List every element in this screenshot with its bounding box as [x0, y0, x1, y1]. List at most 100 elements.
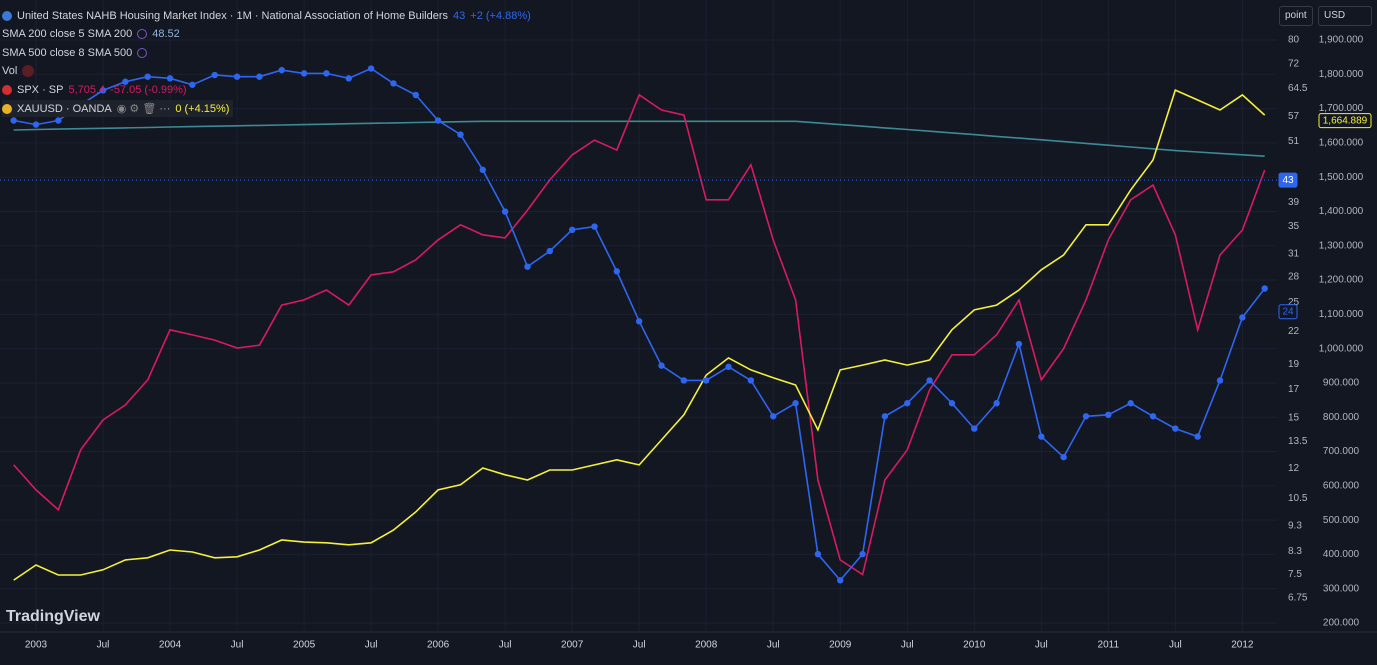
point-marker — [971, 425, 978, 432]
x-tick-label: Jul — [1169, 640, 1182, 651]
point-marker — [1194, 433, 1201, 440]
x-tick-label: Jul — [365, 640, 378, 651]
legend-tools[interactable]: ◉ ⚙ 🗑 ⋯ — [116, 103, 171, 115]
point-marker — [1149, 413, 1157, 420]
x-tick-label: Jul — [499, 640, 512, 651]
point-marker — [770, 413, 777, 420]
y2-tick-label: 1,600.000 — [1319, 138, 1364, 149]
icon — [2, 84, 12, 95]
point-marker — [434, 117, 442, 124]
legend-spx: SPX · SP 5,705.4 -57.05 (-0.99%) — [2, 81, 187, 98]
series-line — [13, 120, 1265, 157]
y-tick-label: 10.5 — [1288, 493, 1308, 504]
y2-tick-label: 1,900.000 — [1319, 35, 1364, 46]
icon — [137, 47, 148, 58]
y2-tick-label: 300.000 — [1323, 583, 1360, 594]
y2-tick-label: 700.000 — [1323, 446, 1360, 457]
y-tick-label: 64.5 — [1288, 83, 1308, 94]
price-tag-label: 1,664.889 — [1323, 115, 1368, 126]
point-marker — [10, 117, 17, 124]
icon — [2, 103, 12, 114]
y2-tick-label: 900.000 — [1323, 378, 1360, 389]
y-tick-label: 6.75 — [1288, 593, 1308, 604]
x-tick-label: 2005 — [293, 640, 316, 651]
x-tick-label: 2004 — [159, 640, 182, 651]
point-marker — [1082, 413, 1090, 420]
x-tick-label: Jul — [231, 640, 244, 651]
y-tick-label: 25 — [1288, 297, 1300, 308]
point-marker — [881, 413, 889, 420]
legend-label: SMA 200 close 5 SMA 200 — [2, 27, 133, 40]
y-tick-label: 13.5 — [1288, 436, 1308, 447]
point-marker — [546, 247, 554, 255]
point-marker — [1015, 340, 1023, 348]
y2-tick-label: 600.000 — [1323, 480, 1360, 491]
currency-button[interactable]: USD — [1318, 6, 1372, 26]
y2-tick-label: 1,200.000 — [1319, 275, 1364, 286]
y2-tick-label: 1,700.000 — [1319, 103, 1364, 114]
legend-xau: XAUUSD · OANDA ◉ ⚙ 🗑 ⋯ 0 (+4.15%) — [2, 100, 234, 117]
y-tick-label: 39 — [1288, 197, 1300, 208]
x-tick-label: Jul — [1035, 640, 1048, 651]
y-tick-label: 28 — [1288, 272, 1300, 283]
point-marker — [211, 71, 218, 79]
point-marker — [144, 73, 151, 80]
point-marker — [1038, 433, 1045, 440]
point-marker — [635, 318, 643, 325]
point-marker — [613, 268, 621, 275]
point-marker — [1105, 411, 1112, 419]
y-tick-label: 22 — [1288, 326, 1300, 337]
point-marker — [367, 65, 375, 72]
point-marker — [99, 87, 107, 94]
point-marker — [993, 400, 1000, 407]
y-tick-label: 9.3 — [1288, 520, 1302, 531]
y-tick-label: 17 — [1288, 384, 1300, 395]
price-tag-label: 43 — [1282, 175, 1294, 186]
x-tick-label: 2012 — [1231, 640, 1254, 651]
point-marker — [725, 363, 732, 371]
point-marker — [300, 70, 308, 77]
brand: TradingView — [6, 608, 100, 625]
series-line — [13, 89, 1266, 581]
y2-tick-label: 1,300.000 — [1319, 240, 1364, 251]
point-marker — [412, 91, 419, 99]
y2-tick-label: 1,500.000 — [1319, 172, 1364, 183]
x-tick-label: 2008 — [695, 640, 718, 651]
legend-label: Vol — [2, 64, 18, 77]
x-tick-label: 2011 — [1098, 640, 1120, 651]
point-marker — [479, 166, 486, 174]
point-marker — [1060, 453, 1067, 461]
point-marker — [345, 75, 352, 82]
x-tick-label: Jul — [901, 640, 914, 651]
legend-label: XAUUSD · OANDA — [17, 102, 112, 115]
x-tick-label: 2007 — [561, 640, 584, 651]
y-tick-label: 57 — [1288, 111, 1300, 122]
point-marker — [703, 377, 710, 384]
y2-tick-label: 800.000 — [1323, 412, 1360, 423]
point-marker — [837, 577, 844, 584]
legend-label: SPX · SP — [17, 83, 64, 96]
flag-icon — [2, 10, 12, 21]
point-marker — [390, 80, 397, 87]
point-marker — [792, 400, 799, 407]
legend-value: 5,705.4 — [68, 83, 106, 96]
point-marker — [524, 263, 531, 270]
point-marker — [658, 362, 665, 369]
point-marker — [568, 226, 576, 234]
y-tick-label: 7.5 — [1288, 569, 1302, 580]
legend-sma200: SMA 200 close 5 SMA 200 48.52 — [2, 25, 180, 42]
legend-value: 43 — [453, 9, 466, 22]
scale-button[interactable]: point — [1279, 6, 1313, 26]
point-marker — [55, 117, 62, 124]
point-marker — [747, 377, 755, 384]
price-tag-label: 24 — [1282, 306, 1294, 317]
icon — [137, 28, 148, 39]
y-tick-label: 19 — [1288, 359, 1300, 370]
point-marker — [680, 377, 688, 384]
point-marker — [501, 208, 509, 215]
point-marker — [1172, 425, 1179, 432]
x-tick-label: 2009 — [829, 640, 852, 651]
y-tick-label: 51 — [1288, 136, 1300, 147]
legend-title: United States NAHB Housing Market Index … — [17, 9, 449, 22]
price-tag — [1278, 304, 1298, 320]
